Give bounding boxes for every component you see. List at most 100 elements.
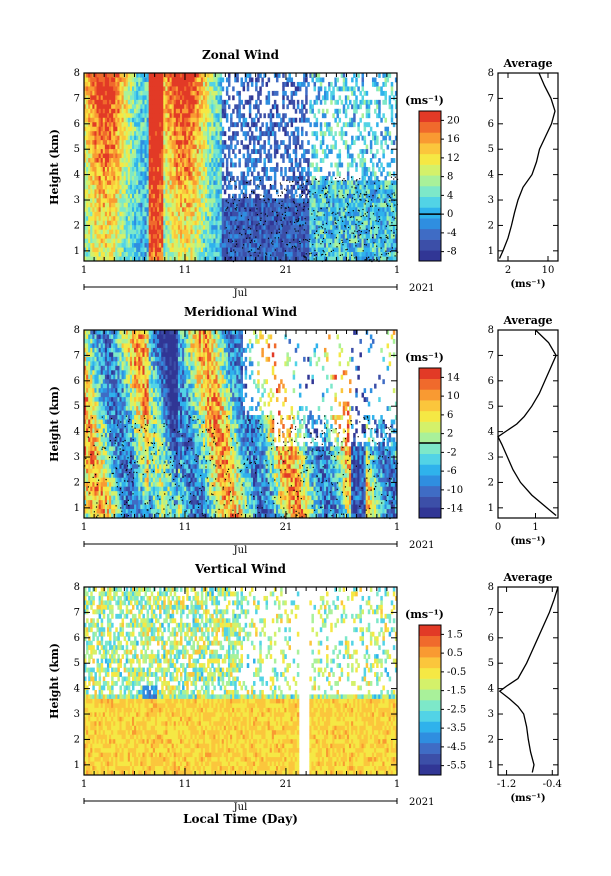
heatmap-cell xyxy=(349,220,352,226)
heatmap-cell xyxy=(182,131,185,137)
heatmap-cell xyxy=(311,234,314,240)
heatmap-cell xyxy=(269,158,273,163)
heatmap-cell xyxy=(346,193,350,199)
heatmap-cell xyxy=(267,202,271,208)
heatmap-cell xyxy=(303,81,306,87)
heatmap-cell xyxy=(321,95,325,101)
heatmap-cell xyxy=(311,184,314,190)
heatmap-cell xyxy=(194,158,198,163)
heatmap-cell xyxy=(113,211,116,217)
heatmap-cell xyxy=(202,86,206,92)
heatmap-cell xyxy=(369,140,373,146)
heatmap-cell xyxy=(154,86,158,92)
heatmap-cell xyxy=(315,135,319,141)
heatmap-cell xyxy=(134,86,137,92)
heatmap-cell xyxy=(202,108,206,114)
heatmap-cell xyxy=(217,81,221,87)
heatmap-cell xyxy=(215,193,218,199)
heatmap-cell xyxy=(311,180,314,186)
heatmap-cell xyxy=(113,122,116,128)
heatmap-cell xyxy=(376,234,379,240)
heatmap-cell xyxy=(202,180,206,186)
heatmap-cell xyxy=(106,234,110,240)
heatmap-cell xyxy=(138,153,141,159)
heatmap-cell xyxy=(263,247,266,253)
heatmap-cell xyxy=(273,238,277,244)
heatmap-cell xyxy=(382,256,385,262)
heatmap-cell xyxy=(344,252,348,257)
heatmap-cell xyxy=(86,158,89,163)
heatmap-cell xyxy=(106,104,110,110)
heatmap-cell xyxy=(84,144,87,150)
heatmap-cell xyxy=(146,86,150,92)
heatmap-cell xyxy=(173,126,177,132)
heatmap-cell xyxy=(184,86,187,92)
heatmap-cell xyxy=(378,247,381,253)
heatmap-cell xyxy=(301,198,304,204)
heatmap-cell xyxy=(282,202,285,208)
heatmap-cell xyxy=(380,144,383,150)
heatmap-cell xyxy=(142,180,145,186)
heatmap-cell xyxy=(148,104,152,110)
heatmap-cell xyxy=(290,202,294,208)
heatmap-cell xyxy=(209,171,212,177)
heatmap-cell xyxy=(106,220,110,226)
heatmap-cell xyxy=(184,126,187,132)
heatmap-cell xyxy=(321,211,325,217)
heatmap-cell xyxy=(340,238,344,244)
heatmap-cell xyxy=(250,95,254,101)
heatmap-cell xyxy=(184,184,187,190)
heatmap-cell xyxy=(248,238,252,244)
heatmap-cell xyxy=(240,256,243,262)
heatmap-cell xyxy=(209,131,212,137)
heatmap-cell xyxy=(384,99,387,105)
heatmap-cell xyxy=(361,95,365,101)
heatmap-cell xyxy=(117,184,120,190)
heatmap-cell xyxy=(192,247,195,253)
heatmap-cell xyxy=(163,99,166,105)
heatmap-cell xyxy=(371,252,375,257)
heatmap-cell xyxy=(100,207,104,213)
heatmap-cell xyxy=(275,202,279,208)
heatmap-cell xyxy=(361,171,365,177)
heatmap-cell xyxy=(173,86,177,92)
heatmap-cell xyxy=(344,144,348,150)
heatmap-cell xyxy=(123,256,127,262)
heatmap-cell xyxy=(157,189,160,195)
heatmap-cell xyxy=(109,247,112,253)
heatmap-cell xyxy=(86,216,89,222)
heatmap-cell xyxy=(165,256,168,262)
heatmap-cell xyxy=(163,252,166,257)
heatmap-cell xyxy=(196,180,200,186)
heatmap-cell xyxy=(167,225,170,231)
heatmap-cell xyxy=(119,162,122,168)
heatmap-cell xyxy=(140,229,143,235)
heatmap-cell xyxy=(307,252,310,257)
heatmap-cell xyxy=(152,229,156,235)
heatmap-cell xyxy=(113,162,116,168)
heatmap-cell xyxy=(257,90,260,96)
heatmap-cell xyxy=(309,229,312,235)
heatmap-cell xyxy=(119,95,122,101)
heatmap-cell xyxy=(307,149,310,154)
heatmap-cell xyxy=(275,216,279,222)
heatmap-cell xyxy=(196,256,200,262)
heatmap-cell xyxy=(286,220,289,226)
heatmap-cell xyxy=(115,158,118,163)
heatmap-cell xyxy=(115,153,118,159)
heatmap-cell xyxy=(90,86,93,92)
heatmap-cell xyxy=(131,140,135,146)
heatmap-cell xyxy=(211,216,214,222)
heatmap-cell xyxy=(148,77,152,83)
heatmap-cell xyxy=(161,193,164,199)
heatmap-cell xyxy=(378,220,381,226)
heatmap-cell xyxy=(332,211,335,217)
heatmap-cell xyxy=(255,220,258,226)
heatmap-cell xyxy=(173,202,177,208)
heatmap-cell xyxy=(152,225,156,231)
heatmap-cell xyxy=(115,171,118,177)
heatmap-cell xyxy=(271,113,275,119)
heatmap-cell xyxy=(109,122,112,128)
heatmap-cell xyxy=(209,184,212,190)
heatmap-cell xyxy=(288,153,291,159)
